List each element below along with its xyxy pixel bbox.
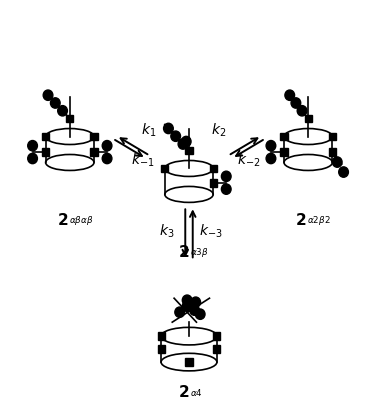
Circle shape — [102, 141, 112, 151]
Bar — [214, 333, 220, 340]
Bar — [42, 133, 49, 140]
Circle shape — [222, 184, 231, 194]
Text: $k_{-3}$: $k_{-3}$ — [200, 222, 223, 240]
Bar — [210, 179, 217, 187]
Circle shape — [297, 106, 307, 116]
Circle shape — [181, 136, 191, 147]
Text: $\mathbf{2}$: $\mathbf{2}$ — [57, 212, 68, 228]
Circle shape — [175, 307, 184, 318]
Circle shape — [182, 295, 192, 305]
Text: $\mathbf{2}$: $\mathbf{2}$ — [178, 384, 189, 400]
Bar — [161, 165, 168, 172]
Bar — [186, 147, 192, 154]
Text: $k_2$: $k_2$ — [211, 121, 226, 139]
Text: $\mathbf{2}$: $\mathbf{2}$ — [178, 244, 189, 260]
Circle shape — [178, 139, 188, 149]
Bar — [90, 133, 98, 140]
Circle shape — [339, 167, 349, 177]
Text: $_{α4}$: $_{α4}$ — [190, 386, 203, 399]
Circle shape — [266, 153, 276, 164]
Circle shape — [102, 153, 112, 164]
Text: $\mathbf{2}$: $\mathbf{2}$ — [295, 212, 306, 228]
Bar — [210, 165, 217, 172]
Text: $k_{-2}$: $k_{-2}$ — [237, 151, 261, 169]
Bar — [305, 115, 312, 122]
Circle shape — [191, 297, 201, 307]
Circle shape — [285, 90, 294, 100]
Bar — [186, 358, 192, 366]
Circle shape — [28, 153, 37, 164]
Circle shape — [28, 141, 37, 151]
Bar — [280, 148, 288, 156]
Circle shape — [266, 141, 276, 151]
Text: $k_{-1}$: $k_{-1}$ — [131, 151, 155, 169]
Circle shape — [171, 131, 181, 141]
Text: $k_3$: $k_3$ — [159, 222, 174, 240]
Circle shape — [58, 106, 67, 116]
Text: $_{αβαβ}$: $_{αβαβ}$ — [69, 214, 93, 227]
Bar — [158, 333, 164, 340]
Circle shape — [164, 123, 173, 134]
Circle shape — [222, 171, 231, 181]
Text: $_{α3β}$: $_{α3β}$ — [190, 246, 209, 259]
Bar — [329, 133, 336, 140]
Circle shape — [332, 157, 342, 167]
Bar — [90, 148, 98, 156]
Circle shape — [291, 98, 301, 108]
Bar — [280, 133, 288, 140]
Circle shape — [43, 90, 53, 100]
Bar — [66, 115, 73, 122]
Bar — [42, 148, 49, 156]
Bar — [329, 148, 336, 156]
Circle shape — [195, 309, 205, 320]
Bar — [158, 345, 164, 353]
Bar — [214, 345, 220, 353]
Circle shape — [182, 301, 192, 311]
Circle shape — [50, 98, 60, 108]
Text: $_{α2β2}$: $_{α2β2}$ — [307, 214, 331, 227]
Circle shape — [190, 305, 200, 315]
Text: $k_1$: $k_1$ — [141, 121, 156, 139]
